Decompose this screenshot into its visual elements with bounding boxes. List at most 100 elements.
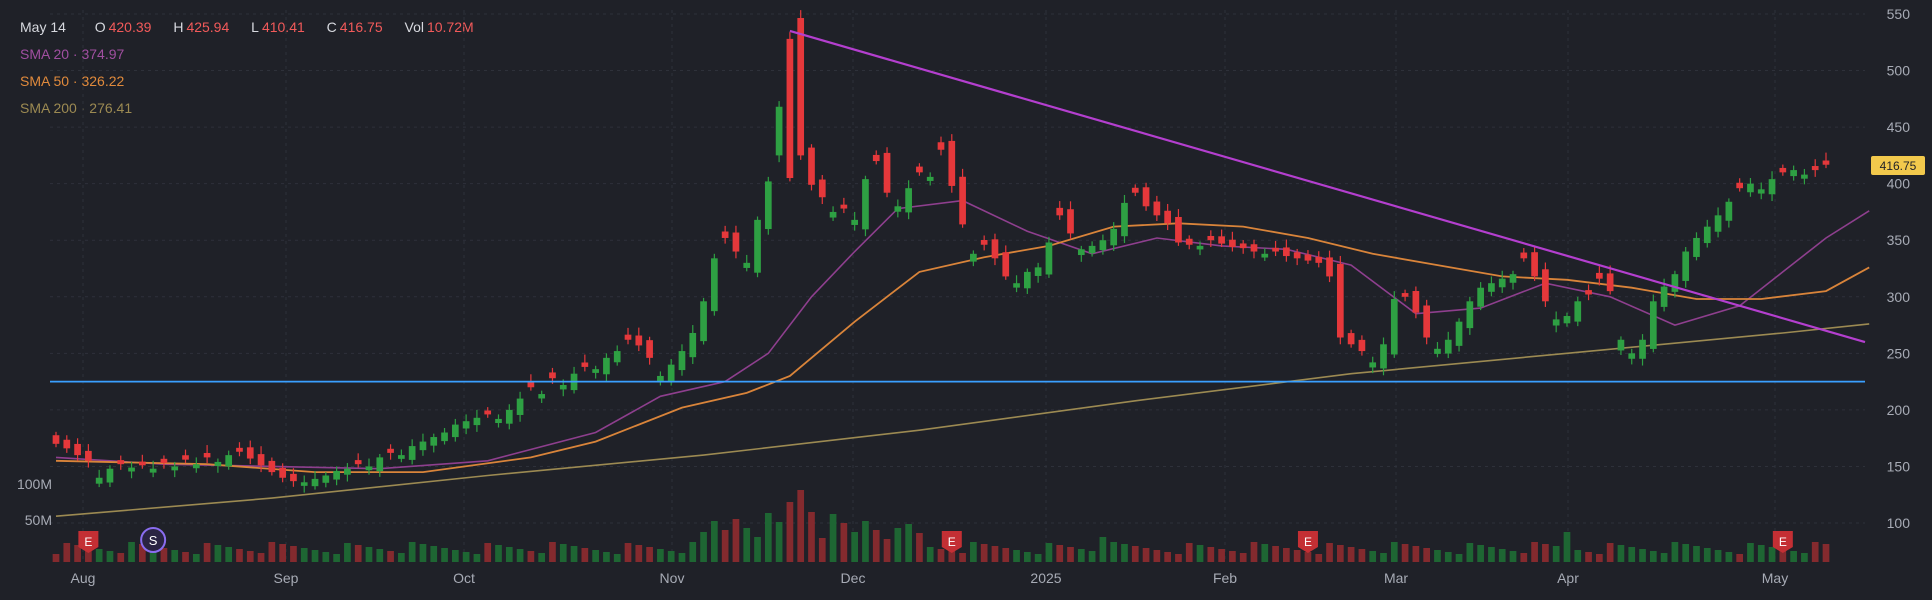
- candle-body: [128, 467, 135, 472]
- volume-bar: [344, 543, 351, 562]
- candle-body: [516, 398, 524, 415]
- volume-bar: [689, 542, 697, 562]
- sma50-label: SMA 50: [20, 73, 70, 89]
- volume-bar: [818, 538, 826, 562]
- candle-body: [851, 219, 859, 225]
- volume-bar: [635, 545, 643, 562]
- candle-body: [894, 206, 902, 212]
- sma200-legend[interactable]: SMA 200 · 276.41: [20, 95, 492, 122]
- sma20-sep: ·: [72, 46, 78, 62]
- volume-bar: [1477, 545, 1484, 562]
- volume-bar: [1358, 549, 1366, 562]
- candle-body: [1628, 353, 1636, 359]
- y-tick-label: 500: [1887, 63, 1911, 79]
- candle-body: [1822, 160, 1830, 165]
- candle-body: [1455, 321, 1463, 346]
- candle-body: [1045, 242, 1053, 275]
- candle-body: [311, 478, 319, 487]
- volume-bar: [311, 550, 319, 562]
- earnings-marker: E: [1772, 531, 1793, 553]
- price-axis[interactable]: 550 500 450 400 350 300 250 200 150 100 100M 50M: [17, 6, 1910, 531]
- candle-body: [1401, 293, 1409, 297]
- x-tick-label: Oct: [453, 570, 475, 586]
- volume-bar: [1380, 553, 1387, 562]
- volume-bar: [1434, 550, 1441, 562]
- volume-bar: [1768, 547, 1776, 562]
- volume-bar: [1466, 543, 1474, 562]
- volume-bar: [1444, 552, 1452, 562]
- candle-body: [160, 458, 168, 464]
- candle-body: [818, 179, 826, 198]
- volume-bar: [333, 554, 340, 562]
- volume-bar: [1390, 542, 1398, 562]
- earnings-letter: E: [84, 535, 92, 549]
- sma50-legend[interactable]: SMA 50 · 326.22: [20, 68, 492, 95]
- volume-bar: [1218, 549, 1225, 562]
- time-axis[interactable]: Aug Sep Oct Nov Dec 2025 Feb Mar Apr May: [71, 570, 1789, 586]
- volume-bar: [1077, 549, 1085, 562]
- candle-body: [1466, 301, 1474, 329]
- candle-body: [1099, 240, 1107, 251]
- candle-body: [387, 448, 394, 453]
- close-label: C: [326, 19, 337, 35]
- event-markers: E E E ES: [78, 527, 1793, 553]
- candle-body: [182, 455, 189, 460]
- x-tick-label: Nov: [660, 570, 685, 586]
- volume-bar: [1164, 552, 1171, 562]
- volume-bar: [1542, 544, 1549, 562]
- volume-bar: [743, 528, 751, 562]
- candle-body: [1304, 254, 1312, 261]
- volume-bar: [214, 545, 222, 562]
- volume-bars: [52, 490, 1830, 562]
- volume-bar: [1671, 542, 1679, 562]
- candle-body: [754, 219, 761, 273]
- volume-bar: [1153, 550, 1161, 562]
- volume-bar: [441, 548, 448, 562]
- earnings-marker: E: [1297, 531, 1318, 553]
- volume-bar: [1045, 543, 1053, 562]
- y-tick-label: 250: [1887, 345, 1911, 361]
- volume-bar: [1131, 546, 1139, 562]
- volume-bar: [721, 530, 729, 562]
- y-tick-label: 150: [1887, 458, 1911, 474]
- candle-body: [970, 253, 977, 262]
- indicator-lines: [55, 199, 1870, 517]
- sma200-value: 276.41: [89, 100, 133, 116]
- sma20-line: [55, 199, 1870, 470]
- x-tick-label: 2025: [1030, 570, 1061, 586]
- volume-bar: [970, 542, 977, 562]
- candle-body: [1153, 201, 1161, 216]
- candle-body: [138, 461, 146, 466]
- volume-bar: [905, 524, 912, 562]
- volume-bar: [1596, 554, 1603, 562]
- sma20-legend[interactable]: SMA 20 · 374.97: [20, 41, 492, 68]
- candle-body: [926, 176, 934, 181]
- candle-body: [171, 466, 179, 471]
- volume-bar: [505, 547, 513, 562]
- y-tick-label: 400: [1887, 176, 1911, 192]
- candle-body: [1423, 305, 1431, 338]
- volume-bar: [1811, 542, 1819, 562]
- candle-body: [980, 239, 988, 245]
- candle-body: [495, 418, 502, 424]
- volume-bar: [851, 532, 859, 562]
- volume-bar: [926, 547, 934, 562]
- candle-body: [1693, 237, 1700, 257]
- candle-body: [203, 452, 211, 458]
- candle-body: [268, 460, 276, 473]
- candle-body: [149, 468, 157, 473]
- volume-bar: [95, 549, 103, 562]
- volume-value: 10.72M: [426, 19, 474, 35]
- candle-body: [1606, 273, 1614, 292]
- candle-body: [52, 435, 60, 444]
- sma50-value: 326.22: [81, 73, 125, 89]
- candle-body: [883, 152, 891, 193]
- volume-bar: [85, 547, 92, 562]
- volume-bar: [581, 548, 589, 562]
- y-tick-label: 550: [1887, 6, 1911, 22]
- volume-bar: [678, 553, 686, 562]
- volume-bar: [808, 512, 815, 562]
- volume-bar: [959, 553, 966, 562]
- candle-body: [1434, 348, 1441, 354]
